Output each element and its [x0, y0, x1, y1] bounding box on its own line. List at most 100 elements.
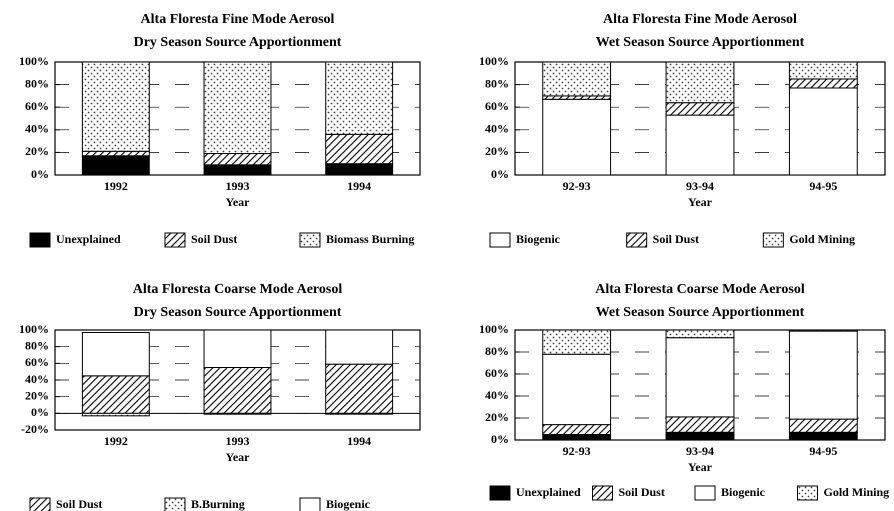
legend-label: Unexplained	[56, 232, 121, 246]
chart-subtitle: Dry Season Source Apportionment	[134, 35, 342, 50]
x-tick-label: 1993	[226, 434, 250, 448]
legend-label: Unexplained	[516, 485, 581, 499]
legend-label: Soil Dust	[191, 232, 237, 246]
y-tick-label: 80%	[485, 344, 509, 358]
legend-label: Soil Dust	[653, 232, 699, 246]
bar-segment	[788, 87, 858, 176]
y-tick-label: 40%	[485, 122, 509, 136]
legend-swatch	[592, 485, 613, 501]
x-tick-label: 1994	[347, 179, 371, 193]
bar-segment	[81, 150, 150, 157]
y-tick-label: -20%	[21, 422, 49, 436]
y-tick-label: 40%	[485, 388, 509, 402]
legend-label: Gold Mining	[789, 232, 855, 246]
bar-segment	[788, 329, 858, 332]
legend-swatch	[164, 497, 186, 511]
legend-label: Soil Dust	[56, 497, 102, 511]
x-tick-label: 1994	[347, 434, 371, 448]
legend-label: B.Burning	[191, 497, 245, 511]
bar-segment	[542, 434, 612, 441]
x-axis-label: Year	[688, 460, 713, 474]
bar-segment	[325, 363, 394, 414]
x-axis-label: Year	[226, 450, 251, 464]
legend-swatch	[489, 485, 511, 501]
legend-label: Biogenic	[721, 485, 766, 499]
chart-title: Alta Floresta Coarse Mode Aerosol	[133, 282, 343, 297]
bar-segment	[203, 412, 272, 415]
y-tick-label: 80%	[485, 76, 509, 90]
bar-segment	[788, 418, 858, 433]
chart-title: Alta Floresta Fine Mode Aerosol	[603, 12, 797, 27]
y-tick-label: 20%	[485, 410, 509, 424]
legend-swatch	[626, 232, 648, 248]
legend-label: Soil Dust	[619, 485, 665, 499]
x-tick-label: 94-95	[809, 444, 837, 458]
y-tick-label: 80%	[25, 338, 49, 352]
bar-segment	[81, 412, 150, 417]
x-tick-label: 93-94	[686, 444, 714, 458]
bar-segment	[325, 163, 394, 176]
legend-swatch	[797, 485, 818, 501]
x-axis-label: Year	[226, 195, 251, 209]
x-tick-label: 93-94	[686, 179, 714, 193]
bar-segment	[203, 153, 272, 166]
bar-segment	[665, 416, 735, 433]
x-tick-label: 94-95	[809, 179, 837, 193]
bar-segment	[203, 164, 272, 176]
bar-segment	[788, 431, 858, 441]
y-tick-label: 20%	[25, 388, 49, 402]
y-tick-label: 100%	[479, 54, 509, 68]
x-tick-label: 92-93	[563, 444, 591, 458]
legend-swatch	[299, 232, 321, 248]
bar-segment	[325, 61, 394, 135]
bar-segment	[542, 424, 612, 436]
legend-swatch	[299, 497, 321, 511]
y-tick-label: 40%	[25, 122, 49, 136]
legend-swatch	[164, 232, 186, 248]
y-tick-label: 100%	[479, 322, 509, 336]
bar-segment	[203, 61, 272, 155]
bar-segment	[542, 353, 612, 426]
bar-segment	[665, 102, 735, 116]
bar-segment	[203, 329, 272, 368]
chart-title: Alta Floresta Coarse Mode Aerosol	[595, 282, 805, 297]
x-tick-label: 92-93	[563, 179, 591, 193]
y-tick-label: 0%	[31, 167, 49, 181]
bar-segment	[665, 61, 735, 104]
y-tick-label: 40%	[25, 372, 49, 386]
bar-segment	[542, 95, 612, 100]
legend-label: Biogenic	[516, 232, 561, 246]
legend-swatch	[762, 232, 784, 248]
y-tick-label: 20%	[25, 144, 49, 158]
x-tick-label: 1993	[226, 179, 250, 193]
bar-segment	[325, 133, 394, 165]
bar-segment	[203, 367, 272, 414]
bar-segment	[788, 61, 858, 80]
legend-swatch	[694, 485, 716, 501]
bar-segment	[665, 337, 735, 418]
bar-segment	[81, 375, 150, 414]
legend-swatch	[29, 497, 51, 511]
y-tick-label: 60%	[25, 99, 49, 113]
bar-segment	[665, 431, 735, 441]
bar-segment	[81, 155, 150, 176]
legend-label: Biomass Burning	[326, 232, 414, 246]
y-tick-label: 100%	[19, 322, 49, 336]
bar-segment	[665, 329, 735, 339]
y-tick-label: 60%	[25, 355, 49, 369]
y-tick-label: 0%	[491, 432, 509, 446]
legend-swatch	[29, 232, 51, 248]
x-tick-label: 1992	[104, 179, 128, 193]
bar-segment	[788, 330, 858, 420]
y-tick-label: 20%	[485, 144, 509, 158]
chart-subtitle: Dry Season Source Apportionment	[134, 305, 342, 320]
bar-segment	[325, 412, 394, 415]
chart-subtitle: Wet Season Source Apportionment	[596, 35, 805, 50]
chart-title: Alta Floresta Fine Mode Aerosol	[141, 12, 335, 27]
legend-label: Gold Mining	[824, 485, 890, 499]
x-tick-label: 1992	[104, 434, 128, 448]
bar-segment	[81, 332, 150, 377]
bar-segment	[81, 61, 150, 152]
legend-label: Biogenic	[326, 497, 371, 511]
